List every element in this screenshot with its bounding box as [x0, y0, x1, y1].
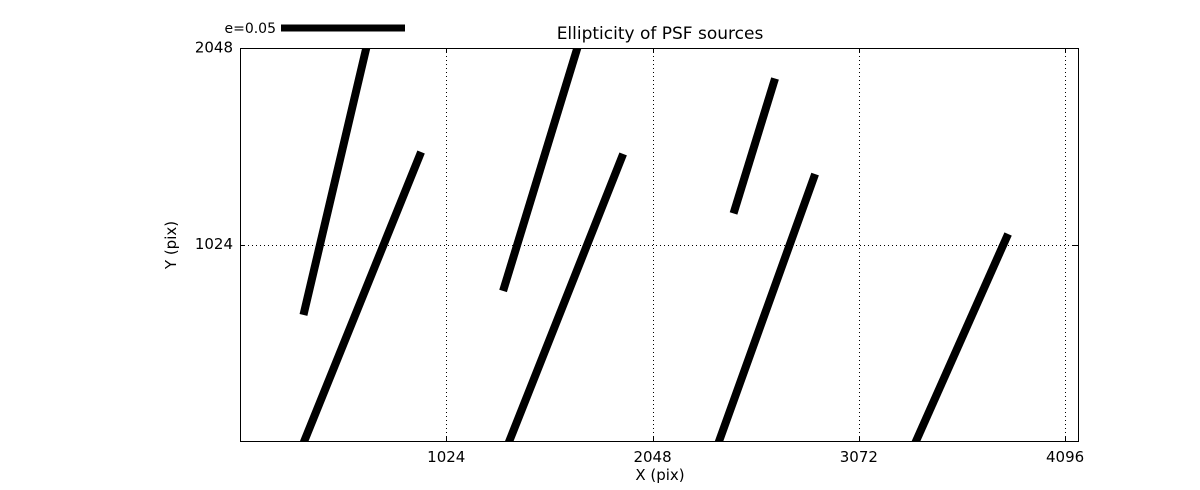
- x-tick-label: 1024: [427, 448, 465, 466]
- y-tick-label: 2048: [195, 39, 233, 57]
- gridlines: [240, 48, 1078, 441]
- legend-label: e=0.05: [224, 21, 276, 37]
- y-axis-label: Y (pix): [162, 221, 180, 270]
- ellipticity-stick: [729, 77, 779, 215]
- ellipticity-sticks: [299, 48, 1012, 441]
- x-tick-label: 4096: [1046, 448, 1084, 466]
- plot-title: Ellipticity of PSF sources: [557, 24, 764, 44]
- ellipticity-stick: [299, 48, 371, 316]
- x-tick-label: 3072: [840, 448, 878, 466]
- ellipticity-stick: [714, 172, 819, 441]
- ellipticity-stick: [299, 150, 425, 441]
- x-axis-label: X (pix): [635, 466, 684, 484]
- legend: e=0.05: [224, 21, 405, 37]
- ellipticity-stick: [911, 232, 1012, 441]
- y-tick-label: 1024: [195, 235, 233, 253]
- ellipticity-stick: [505, 152, 627, 441]
- axis-ticks: [240, 48, 1078, 441]
- x-tick-label: 2048: [633, 448, 671, 466]
- ellipticity-stick: [499, 48, 582, 293]
